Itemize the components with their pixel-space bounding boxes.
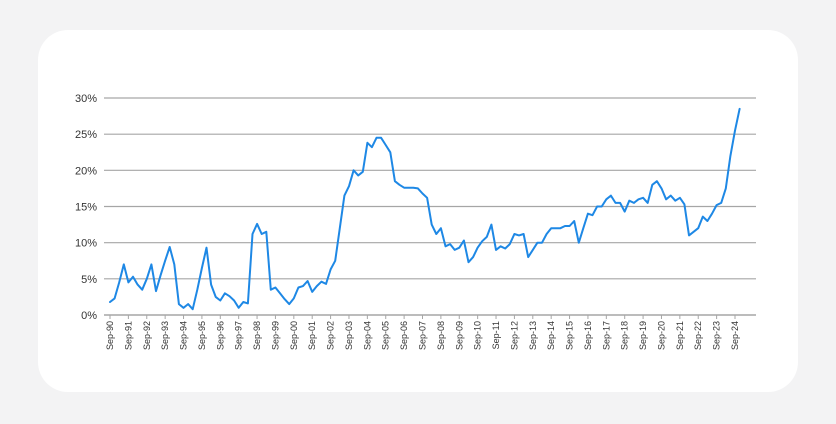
x-tick-label: Sep-04 bbox=[362, 321, 372, 350]
y-tick-label: 5% bbox=[81, 274, 97, 286]
x-tick-label: Sep-05 bbox=[381, 321, 391, 350]
x-tick-label: Sep-95 bbox=[197, 321, 207, 350]
y-tick-label: 30% bbox=[75, 93, 97, 105]
x-tick-label: Sep-90 bbox=[105, 321, 115, 350]
line-chart: 0% 5% 10% 15% 20% 25% 30% Sep-90 Sep-91 Sep-92 Sep… bbox=[75, 93, 756, 350]
x-tick-label: Sep-93 bbox=[160, 321, 170, 350]
y-tick-label: 25% bbox=[75, 129, 97, 141]
x-tick-label: Sep-12 bbox=[509, 321, 519, 350]
x-tick-label: Sep-21 bbox=[675, 321, 685, 350]
x-tick-label: Sep-24 bbox=[730, 321, 740, 350]
y-tick-label: 0% bbox=[81, 310, 97, 322]
x-tick-label: Sep-99 bbox=[270, 321, 280, 350]
x-tick-label: Sep-15 bbox=[565, 321, 575, 350]
chart-card: 0% 5% 10% 15% 20% 25% 30% Sep-90 Sep-91 Sep-92 Sep… bbox=[38, 30, 798, 392]
x-tick-label: Sep-03 bbox=[344, 321, 354, 350]
x-tick-label: Sep-17 bbox=[601, 321, 611, 350]
x-tick-label: Sep-22 bbox=[693, 321, 703, 350]
x-tick-label: Sep-07 bbox=[418, 321, 428, 350]
x-tick-label: Sep-18 bbox=[620, 321, 630, 350]
x-tick-label: Sep-16 bbox=[583, 321, 593, 350]
x-tick-label: Sep-20 bbox=[656, 321, 666, 350]
x-tick-label: Sep-09 bbox=[454, 321, 464, 350]
x-tick-label: Sep-91 bbox=[123, 321, 133, 350]
x-tick-label: Sep-97 bbox=[234, 321, 244, 350]
x-tick-label: Sep-19 bbox=[638, 321, 648, 350]
x-tick-label: Sep-98 bbox=[252, 321, 262, 350]
x-tick-label: Sep-94 bbox=[179, 321, 189, 350]
x-tick-label: Sep-08 bbox=[436, 321, 446, 350]
x-tick-label: Sep-23 bbox=[712, 321, 722, 350]
y-tick-label: 10% bbox=[75, 238, 97, 250]
x-tick-label: Sep-11 bbox=[491, 321, 501, 349]
x-tick-label: Sep-10 bbox=[473, 321, 483, 350]
y-tick-label: 15% bbox=[75, 202, 97, 214]
y-tick-label: 20% bbox=[75, 165, 97, 177]
x-tick-label: Sep-96 bbox=[215, 321, 225, 350]
x-tick-label: Sep-14 bbox=[546, 321, 556, 350]
x-tick-label: Sep-06 bbox=[399, 321, 409, 350]
series-line bbox=[109, 107, 741, 311]
x-tick-label: Sep-01 bbox=[307, 321, 317, 350]
x-tick-label: Sep-92 bbox=[142, 321, 152, 350]
x-tick-label: Sep-13 bbox=[528, 321, 538, 350]
x-tick-label: Sep-02 bbox=[326, 321, 336, 350]
x-tick-label: Sep-00 bbox=[289, 321, 299, 350]
